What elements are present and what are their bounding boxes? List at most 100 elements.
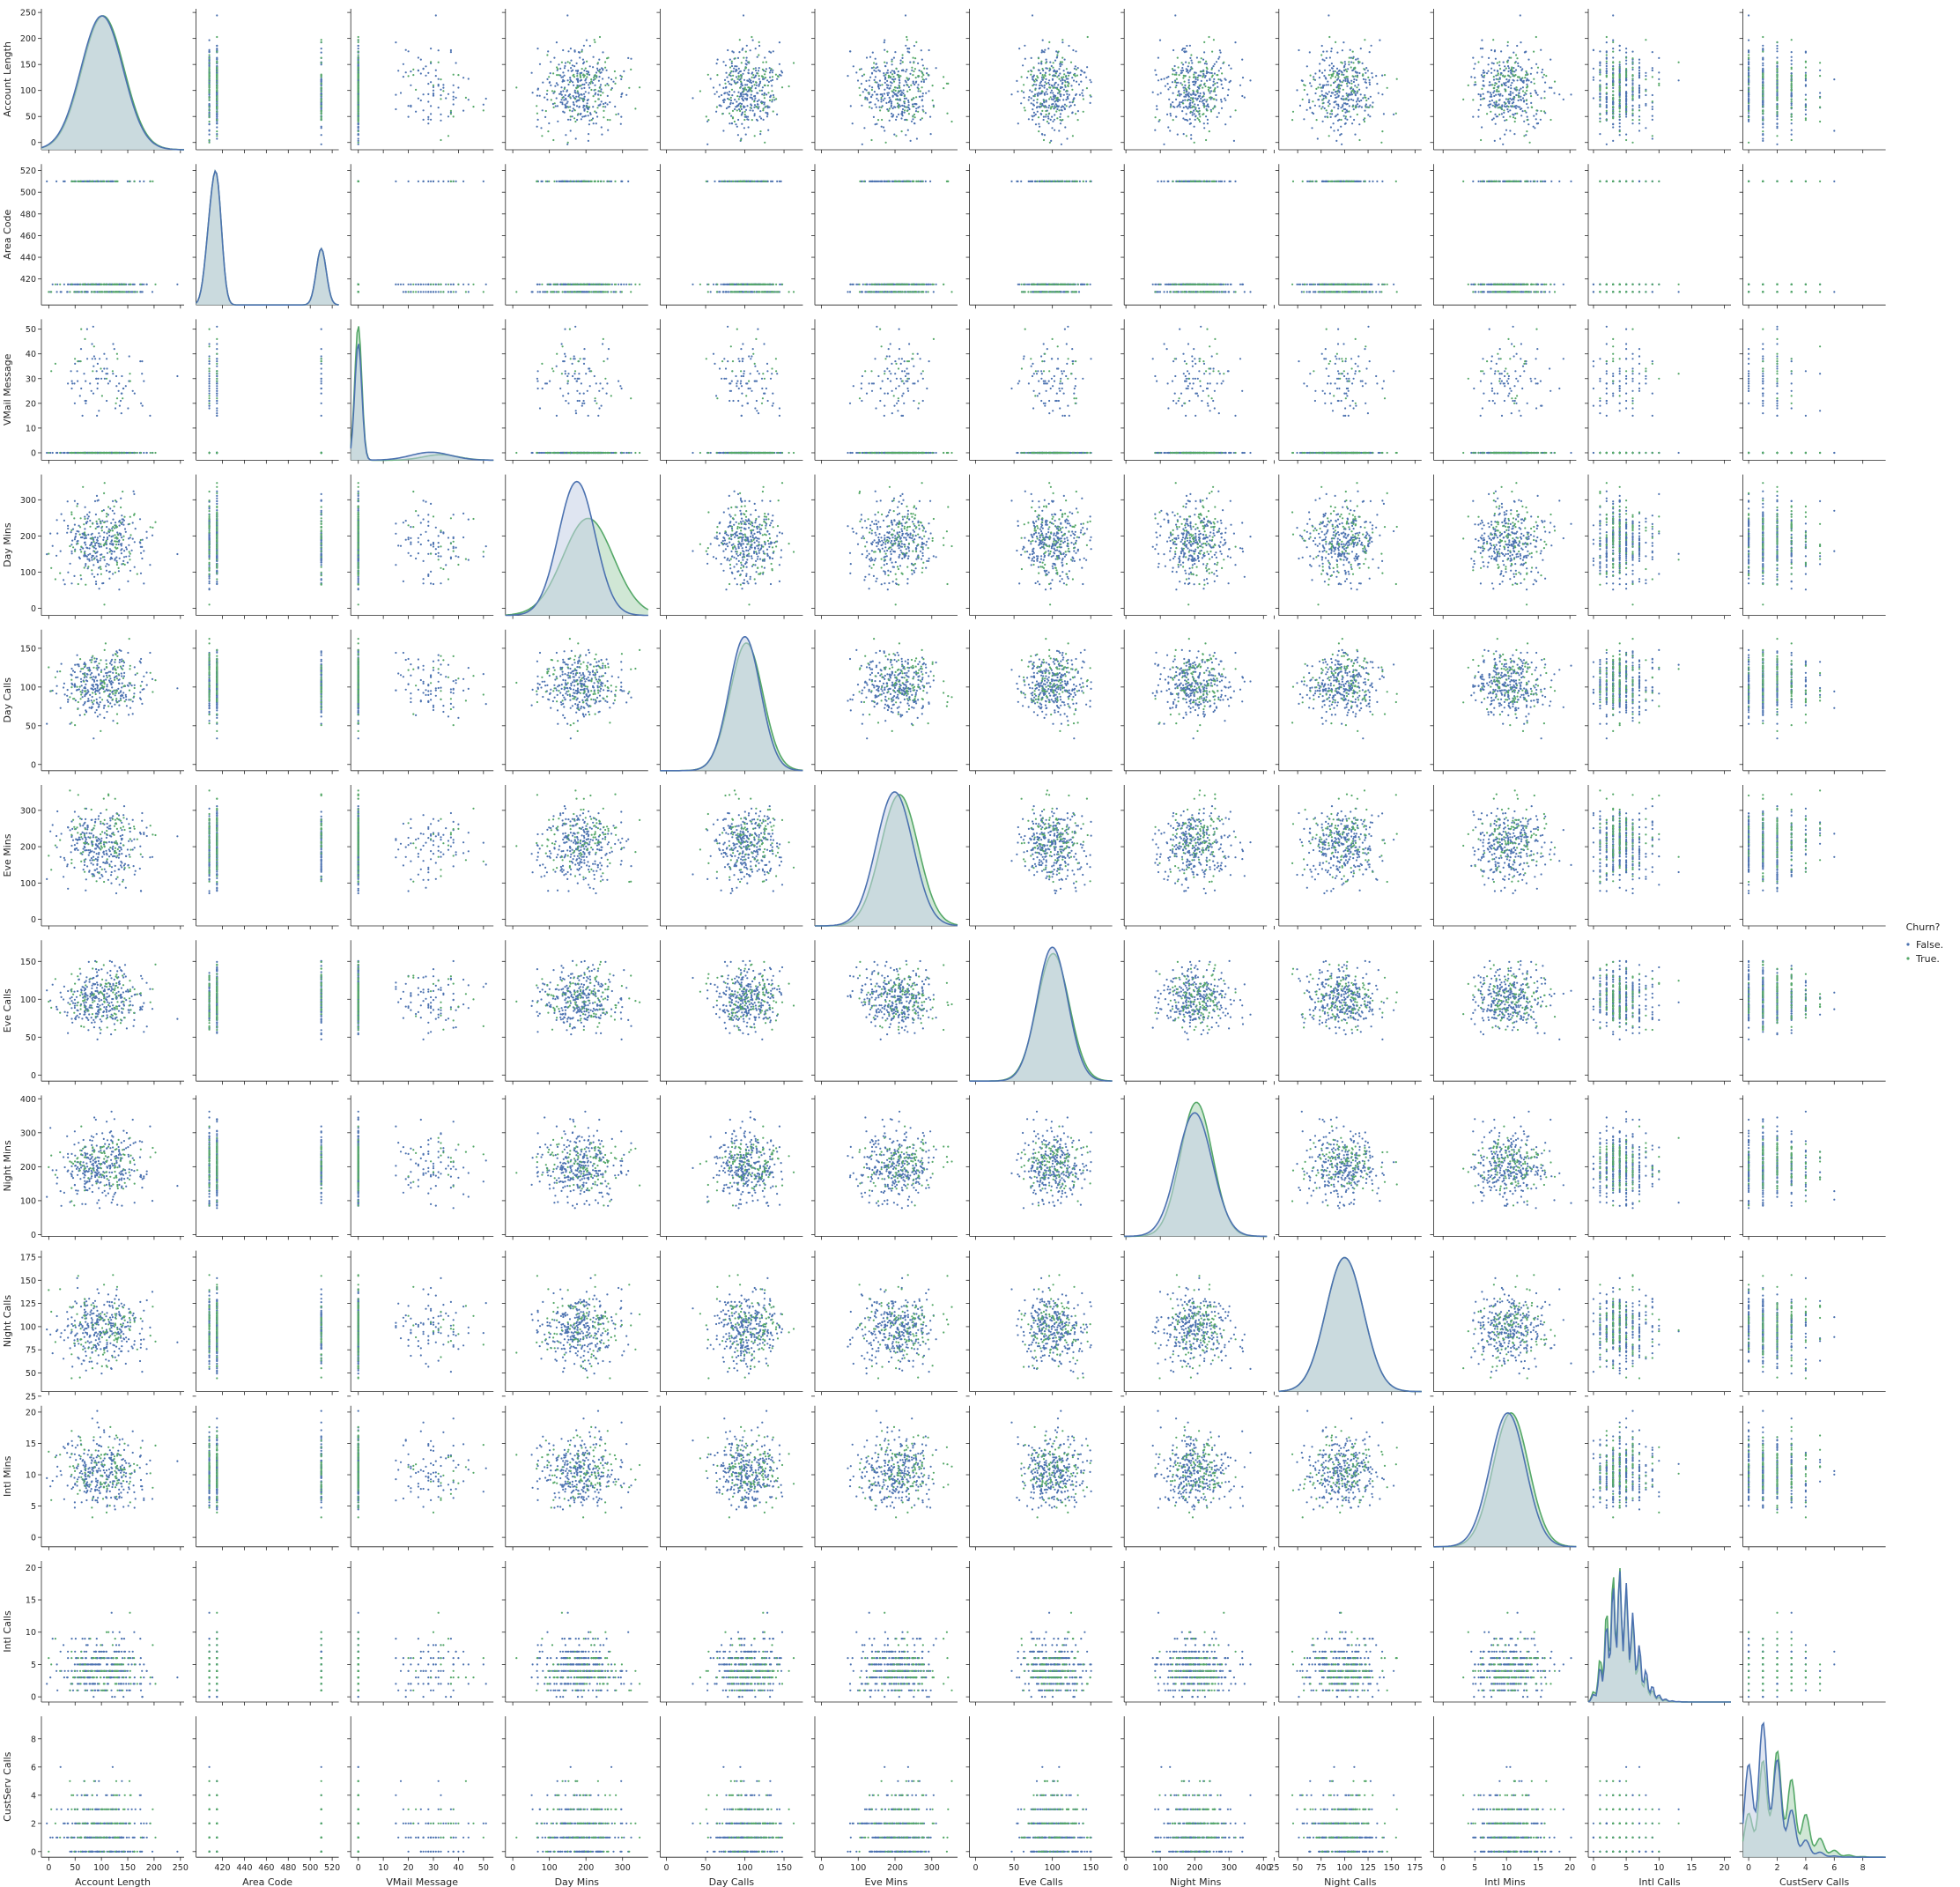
point-true [1072,135,1074,137]
point-true [209,109,211,111]
point-false [869,85,870,87]
point-true [739,39,741,41]
point-true [906,91,908,92]
point-true [762,109,764,111]
point-false [564,65,566,67]
point-false [769,67,771,69]
point-false [1047,93,1048,95]
point-false [874,91,876,92]
y-tick-label: 50 [26,113,36,122]
y-axis-label: Account Length [2,41,13,117]
point-false [395,41,396,43]
point-false [395,94,396,96]
point-true [859,87,861,89]
point-false [1081,70,1083,72]
point-true [1048,98,1050,100]
point-false [600,84,602,85]
point-false [891,70,893,71]
point-true [216,36,218,38]
point-true [893,81,895,83]
point-false [435,75,437,77]
point-true [483,109,484,111]
point-true [1039,102,1041,104]
point-false [1022,64,1024,66]
point-false [1039,87,1040,89]
point-true [1061,57,1063,59]
point-false [880,93,882,95]
point-false [1065,86,1067,88]
point-true [739,110,741,112]
point-false [779,63,780,65]
point-false [877,100,879,101]
point-false [776,78,778,80]
point-false [764,56,766,58]
point-false [569,77,571,78]
point-false [1035,114,1037,115]
point-true [921,86,923,88]
point-true [1055,72,1057,74]
point-false [601,71,603,73]
point-false [1055,103,1057,105]
point-false [737,92,739,93]
point-false [913,45,915,47]
point-false [1241,95,1243,97]
point-false [730,102,732,104]
point-false [865,80,867,82]
point-true [1086,87,1088,89]
point-false [620,123,622,125]
point-false [899,63,901,64]
point-false [773,94,774,96]
point-false [913,84,915,85]
point-true [950,121,952,122]
point-true [766,106,767,107]
point-false [618,113,619,115]
point-true [209,92,211,93]
point-true [1058,51,1060,53]
point-false [906,98,907,100]
point-false [321,134,322,136]
point-false [770,95,772,97]
point-true [1041,91,1043,92]
point-true [764,73,766,75]
point-true [757,72,758,74]
point-false [542,82,544,84]
point-true [1076,75,1078,77]
point-true [596,107,598,108]
point-true [729,99,730,100]
point-false [907,107,909,108]
point-true [1040,106,1042,107]
point-false [430,48,432,49]
point-false [733,91,735,92]
point-false [1064,104,1066,106]
point-false [1043,119,1045,121]
point-false [321,107,322,109]
point-false [1054,119,1055,121]
point-false [602,78,603,79]
point-false [576,63,578,64]
point-false [743,14,744,16]
point-false [1052,78,1054,80]
point-true [918,75,920,77]
point-false [1206,80,1208,82]
point-true [1048,41,1050,43]
point-false [1033,100,1035,101]
point-false [925,112,927,114]
point-true [736,95,738,97]
point-false [578,96,580,98]
point-true [884,62,885,63]
point-true [1047,121,1048,122]
point-true [546,90,548,92]
point-false [445,97,447,99]
point-false [562,49,564,51]
point-false [423,119,425,121]
point-false [900,117,902,119]
point-true [321,41,322,43]
point-true [745,67,747,69]
point-false [569,119,571,121]
point-true [741,62,743,63]
point-false [1040,114,1042,115]
point-true [884,74,886,76]
point-true [909,89,911,91]
point-false [209,130,211,131]
